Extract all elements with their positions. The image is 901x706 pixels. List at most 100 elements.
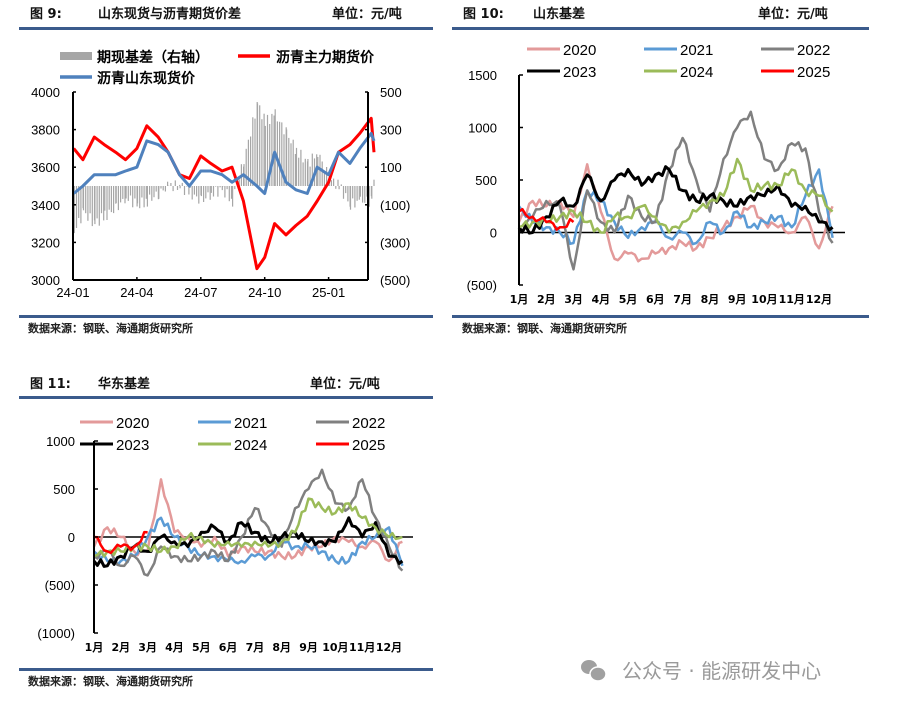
x-tick-label: 5月 [619, 293, 638, 306]
basis-bar [203, 186, 205, 202]
figure-10-bottom-rule [452, 315, 869, 318]
basis-bar [193, 186, 195, 195]
x-tick-label: 2月 [111, 641, 130, 654]
x-tick-label: 1月 [510, 293, 529, 306]
basis-bar [254, 118, 256, 186]
y-tick-label: (500) [467, 278, 497, 293]
legend-label-2023: 2023 [563, 64, 596, 81]
figure-10-source: 数据来源：钢联、海通期货研究所 [462, 321, 627, 335]
legend-label-2022: 2022 [352, 415, 385, 432]
basis-bar [141, 186, 143, 198]
y-tick-label: 1500 [468, 68, 497, 83]
basis-bar [266, 114, 269, 186]
legend-label-2021: 2021 [680, 42, 713, 59]
basis-bar [340, 184, 342, 186]
basis-bar [286, 129, 288, 186]
basis-bar [113, 186, 115, 214]
figure-11-top-rule [19, 396, 433, 399]
x-tick-label: 1月 [85, 641, 104, 654]
left-tick-label: 3600 [31, 160, 60, 175]
x-tick-label: 2月 [537, 293, 556, 306]
left-tick-label: 4000 [31, 85, 60, 100]
figure-11-label: 图 11: [30, 377, 71, 392]
basis-bar [269, 124, 271, 186]
series-line-2023 [92, 516, 404, 568]
y-tick-label: 500 [53, 482, 75, 497]
basis-bar [91, 186, 93, 227]
x-tick-label: 4月 [591, 293, 610, 306]
basis-bar [162, 186, 164, 191]
figure-11-source: 数据来源：钢联、海通期货研究所 [28, 674, 193, 688]
basis-bar [181, 182, 183, 186]
basis-bar [188, 186, 190, 195]
basis-bar [373, 179, 375, 186]
basis-bar [230, 186, 233, 199]
basis-bar [290, 143, 292, 186]
basis-bar [200, 186, 202, 197]
x-tick-label: 12月 [806, 293, 832, 306]
x-tick-label: 9月 [299, 641, 318, 654]
legend-label-spot: 沥青山东现货价 [97, 70, 196, 87]
basis-bar [359, 186, 361, 197]
basis-bar [89, 186, 91, 214]
figure-9-top-rule [19, 27, 433, 30]
x-tick-label: 3月 [564, 293, 583, 306]
basis-bar [283, 134, 285, 186]
basis-bar [108, 186, 110, 210]
figure-10-plot: 2020 2021 2022 2023 2024 2025 1500 1000 500 0 (500… [467, 42, 845, 306]
basis-bar [273, 115, 275, 186]
basis-bar [288, 137, 290, 186]
left-tick-label: 3800 [31, 123, 60, 138]
basis-bar [311, 153, 313, 186]
basis-bar [82, 186, 85, 211]
x-tick-label: 6月 [219, 641, 238, 654]
legend-label-2022: 2022 [797, 42, 830, 59]
basis-bar [232, 186, 234, 207]
basis-bar [153, 186, 155, 198]
spot-price-line [72, 131, 376, 195]
basis-bar [309, 166, 311, 186]
legend-label-basis: 期现基差（右轴） [97, 49, 209, 66]
basis-bar [85, 186, 87, 214]
right-tick-label: 300 [380, 123, 402, 138]
figure-11-unit: 单位：元/吨 [310, 376, 380, 392]
basis-bar [160, 186, 162, 189]
left-tick-label: 3200 [31, 235, 60, 250]
basis-bar [167, 181, 169, 186]
basis-bar [115, 186, 117, 203]
y-tick-label: 1000 [468, 121, 497, 136]
basis-bar [342, 186, 345, 199]
basis-bar [263, 113, 265, 186]
basis-bar [247, 139, 249, 186]
basis-bar [226, 186, 228, 190]
basis-bar [186, 186, 188, 187]
basis-bar [183, 186, 186, 195]
basis-bar [110, 186, 112, 213]
legend-label-2025: 2025 [352, 437, 385, 454]
figure-11-bottom-rule [19, 668, 433, 671]
basis-bar [337, 179, 339, 186]
figure-10-title: 山东基差 [533, 6, 585, 22]
figure-9-source: 数据来源：钢联、海通期货研究所 [28, 321, 193, 335]
basis-bar [298, 157, 300, 186]
right-tick-label: (300) [380, 235, 410, 250]
basis-bar [292, 139, 294, 186]
y-tick-label: (1000) [37, 626, 75, 641]
basis-bar [345, 186, 347, 194]
basis-bar [221, 186, 223, 191]
basis-bar [75, 186, 78, 228]
basis-bar [271, 113, 273, 186]
basis-bar [158, 186, 160, 199]
basis-bar [234, 186, 236, 190]
basis-bar [132, 186, 134, 208]
watermark-text: 公众号 · 能源研发中心 [622, 659, 821, 683]
basis-bar [139, 186, 141, 209]
basis-bar [352, 186, 354, 199]
legend-label-2023: 2023 [116, 437, 149, 454]
figure-11-header: 图 11: 华东基差 单位：元/吨 数据来源：钢联、海通期货研究所 [19, 376, 433, 688]
basis-bar [219, 186, 221, 188]
basis-bar [134, 186, 136, 199]
right-tick-label: 100 [380, 160, 402, 175]
